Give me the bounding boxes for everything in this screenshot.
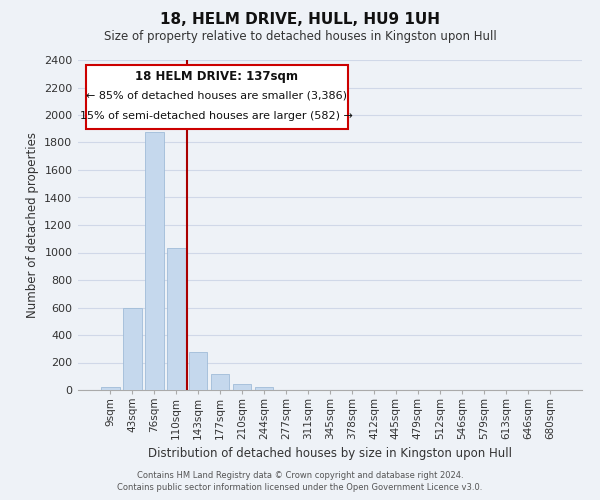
Text: Contains HM Land Registry data © Crown copyright and database right 2024.: Contains HM Land Registry data © Crown c…: [137, 472, 463, 480]
Text: 15% of semi-detached houses are larger (582) →: 15% of semi-detached houses are larger (…: [80, 112, 353, 122]
Text: Contains public sector information licensed under the Open Government Licence v3: Contains public sector information licen…: [118, 482, 482, 492]
X-axis label: Distribution of detached houses by size in Kingston upon Hull: Distribution of detached houses by size …: [148, 448, 512, 460]
Bar: [211, 374, 229, 390]
Bar: [167, 248, 185, 390]
Text: Size of property relative to detached houses in Kingston upon Hull: Size of property relative to detached ho…: [104, 30, 496, 43]
FancyBboxPatch shape: [86, 65, 347, 130]
Text: 18 HELM DRIVE: 137sqm: 18 HELM DRIVE: 137sqm: [135, 70, 298, 83]
Bar: [255, 387, 274, 390]
Text: ← 85% of detached houses are smaller (3,386): ← 85% of detached houses are smaller (3,…: [86, 91, 347, 101]
Bar: [145, 132, 164, 390]
Text: 18 HELM DRIVE: 137sqm: 18 HELM DRIVE: 137sqm: [88, 65, 251, 78]
Y-axis label: Number of detached properties: Number of detached properties: [26, 132, 38, 318]
Bar: [189, 352, 208, 390]
Bar: [101, 387, 119, 390]
Text: 18, HELM DRIVE, HULL, HU9 1UH: 18, HELM DRIVE, HULL, HU9 1UH: [160, 12, 440, 28]
Bar: [123, 308, 142, 390]
Bar: [233, 384, 251, 390]
